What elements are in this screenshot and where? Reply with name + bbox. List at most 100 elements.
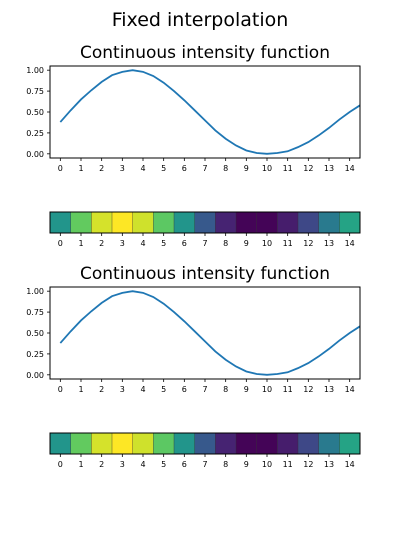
x-tick-label: 0: [58, 164, 63, 173]
strip-tick-label: 4: [140, 460, 145, 469]
strip-tick-label: 9: [244, 239, 249, 248]
strip-tick-label: 13: [324, 460, 334, 469]
strip-tick-label: 5: [161, 239, 166, 248]
heat-strip-1: 0 1 2 3 4 5 6 7 8 9 10 11 12 13 14: [49, 211, 361, 248]
heat-cell: [236, 433, 257, 454]
strip-tick-label: 5: [161, 460, 166, 469]
x-tick-label: 13: [324, 164, 334, 173]
line-chart-1: 0 1 2 3 4 5 6 7 8 9 10 11 12 13 140.000.250.500.751.00: [26, 65, 361, 173]
heat-cell: [70, 433, 92, 454]
heat-cell: [339, 212, 361, 233]
x-tick-label: 9: [244, 164, 249, 173]
x-tick-label: 4: [140, 385, 145, 394]
x-tick-label: 13: [324, 385, 334, 394]
heat-cell: [50, 433, 71, 454]
x-tick-label: 14: [345, 385, 355, 394]
x-tick-label: 1: [78, 385, 83, 394]
line-chart-2-title: Continuous intensity function: [80, 264, 330, 284]
x-tick-label: 1: [78, 164, 83, 173]
strip-tick-label: 10: [262, 460, 272, 469]
y-tick-label: 0.50: [26, 108, 44, 117]
heat-cell: [112, 433, 133, 454]
strip-tick-label: 14: [345, 460, 355, 469]
x-tick-label: 8: [223, 385, 228, 394]
x-tick-label: 2: [99, 385, 104, 394]
x-tick-label: 2: [99, 164, 104, 173]
x-tick-label: 5: [161, 385, 166, 394]
x-tick-label: 0: [58, 385, 63, 394]
heat-cell: [194, 433, 216, 454]
x-tick-label: 8: [223, 164, 228, 173]
heat-cell: [339, 433, 361, 454]
y-tick-label: 0.25: [26, 350, 44, 359]
plot-frame: [49, 65, 361, 159]
strip-tick-label: 0: [58, 239, 63, 248]
heat-cell: [91, 433, 113, 454]
strip-tick-label: 2: [99, 460, 104, 469]
strip-tick-label: 7: [202, 460, 207, 469]
strip-tick-label: 9: [244, 460, 249, 469]
heat-cell: [91, 212, 113, 233]
figure-suptitle: Fixed interpolation: [112, 9, 289, 31]
strip-tick-label: 7: [202, 239, 207, 248]
strip-tick-label: 14: [345, 239, 355, 248]
strip-tick-label: 1: [78, 460, 83, 469]
y-tick-label: 1.00: [26, 66, 44, 75]
heat-strip-2: 0 1 2 3 4 5 6 7 8 9 10 11 12 13 14: [49, 432, 361, 469]
heat-cell: [298, 433, 319, 454]
strip-tick-label: 11: [283, 460, 293, 469]
x-tick-label: 9: [244, 385, 249, 394]
strip-tick-label: 10: [262, 239, 272, 248]
y-tick-label: 1.00: [26, 287, 44, 296]
strip-tick-label: 2: [99, 239, 104, 248]
series-line: [59, 69, 361, 155]
x-tick-label: 7: [202, 164, 207, 173]
heat-cell: [318, 212, 340, 233]
heat-cell: [50, 212, 71, 233]
heat-cell: [174, 433, 195, 454]
heat-cell: [256, 433, 278, 454]
x-tick-label: 3: [120, 385, 125, 394]
x-tick-label: 11: [283, 164, 293, 173]
x-tick-label: 7: [202, 385, 207, 394]
heat-cell: [277, 212, 299, 233]
y-tick-label: 0.75: [26, 87, 44, 96]
strip-tick-label: 13: [324, 239, 334, 248]
heat-cell: [132, 212, 154, 233]
x-tick-label: 14: [345, 164, 355, 173]
x-tick-label: 12: [303, 385, 313, 394]
strip-tick-label: 6: [182, 460, 187, 469]
heat-cell: [153, 212, 175, 233]
y-tick-label: 0.25: [26, 129, 44, 138]
heat-cell: [112, 212, 133, 233]
heat-cell: [70, 212, 92, 233]
x-tick-label: 10: [262, 385, 272, 394]
strip-tick-label: 3: [120, 239, 125, 248]
heat-cell: [256, 212, 278, 233]
y-tick-label: 0.75: [26, 308, 44, 317]
heat-cell: [318, 433, 340, 454]
x-tick-label: 6: [182, 164, 187, 173]
y-tick-label: 0.00: [26, 150, 44, 159]
x-tick-label: 10: [262, 164, 272, 173]
strip-tick-label: 8: [223, 239, 228, 248]
x-tick-label: 6: [182, 385, 187, 394]
strip-tick-label: 3: [120, 460, 125, 469]
x-tick-label: 5: [161, 164, 166, 173]
x-tick-label: 3: [120, 164, 125, 173]
x-tick-label: 11: [283, 385, 293, 394]
strip-tick-label: 11: [283, 239, 293, 248]
strip-tick-label: 8: [223, 460, 228, 469]
heat-cell: [194, 212, 216, 233]
heat-cell: [236, 212, 257, 233]
strip-tick-label: 4: [140, 239, 145, 248]
strip-tick-label: 12: [303, 460, 313, 469]
plot-frame: [49, 286, 361, 380]
line-chart-2: 0 1 2 3 4 5 6 7 8 9 10 11 12 13 140.000.250.500.751.00: [26, 286, 361, 394]
x-tick-label: 4: [140, 164, 145, 173]
strip-tick-label: 6: [182, 239, 187, 248]
y-tick-label: 0.00: [26, 371, 44, 380]
heat-cell: [298, 212, 319, 233]
heat-cell: [277, 433, 299, 454]
